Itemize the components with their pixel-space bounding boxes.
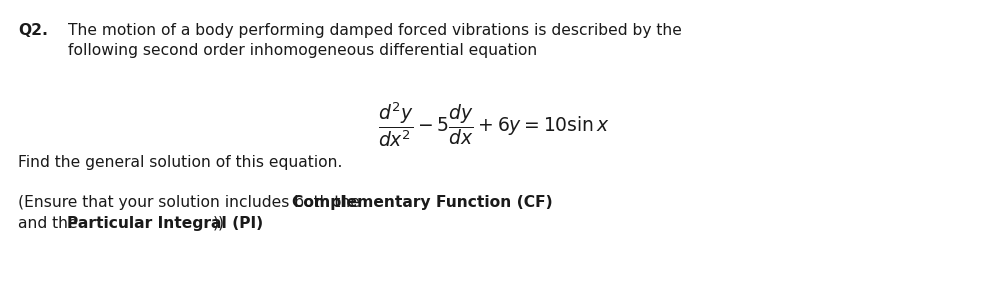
- Text: Find the general solution of this equation.: Find the general solution of this equati…: [18, 155, 343, 170]
- Text: (Ensure that your solution includes both the: (Ensure that your solution includes both…: [18, 195, 365, 210]
- Text: )): )): [212, 216, 224, 231]
- Text: Q2.: Q2.: [18, 23, 48, 38]
- Text: The motion of a body performing damped forced vibrations is described by the: The motion of a body performing damped f…: [68, 23, 682, 38]
- Text: $\dfrac{d^2y}{dx^2} - 5\dfrac{dy}{dx} + 6y = 10\sin x$: $\dfrac{d^2y}{dx^2} - 5\dfrac{dy}{dx} + …: [378, 100, 610, 149]
- Text: following second order inhomogeneous differential equation: following second order inhomogeneous dif…: [68, 43, 537, 58]
- Text: and the: and the: [18, 216, 83, 231]
- Text: Particular Integral (PI): Particular Integral (PI): [66, 216, 263, 231]
- Text: Complementary Function (CF): Complementary Function (CF): [291, 195, 552, 210]
